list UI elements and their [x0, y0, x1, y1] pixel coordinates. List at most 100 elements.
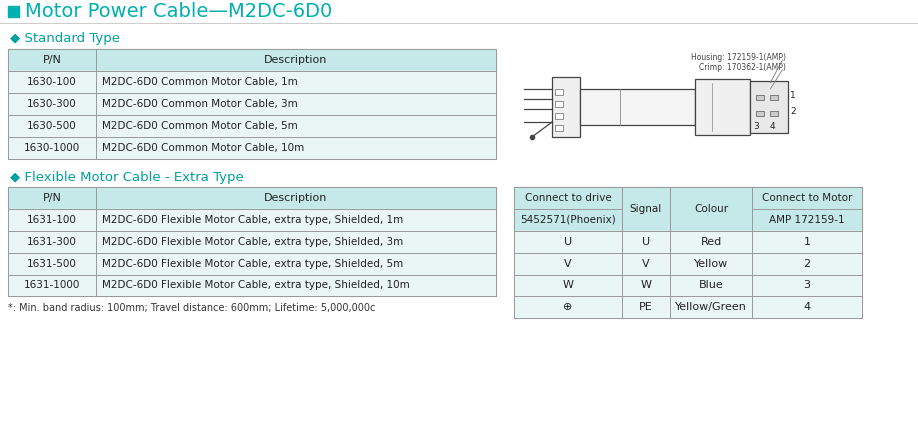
Text: U: U [564, 237, 572, 247]
Text: 2: 2 [803, 259, 811, 268]
Bar [96, 137, 496, 159]
Bar [514, 297, 622, 319]
Bar [752, 297, 862, 319]
Bar [756, 95, 764, 100]
Text: 1: 1 [803, 237, 811, 247]
Text: Crimp: 170362-1(AMP): Crimp: 170362-1(AMP) [700, 63, 786, 72]
Bar [750, 81, 788, 133]
Bar [580, 89, 695, 125]
Bar [8, 275, 96, 297]
Bar [552, 77, 580, 137]
Text: M2DC-6D0 Common Motor Cable, 1m: M2DC-6D0 Common Motor Cable, 1m [102, 77, 297, 87]
Bar [8, 137, 96, 159]
Text: M2DC-6D0 Common Motor Cable, 5m: M2DC-6D0 Common Motor Cable, 5m [102, 121, 297, 131]
Text: Red: Red [700, 237, 722, 247]
Text: AMP 172159-1: AMP 172159-1 [769, 215, 845, 225]
Text: Description: Description [264, 55, 328, 65]
Bar [96, 115, 496, 137]
Bar [770, 95, 778, 100]
Bar [752, 275, 862, 297]
Text: 3: 3 [803, 280, 811, 290]
Text: M2DC-6D0 Flexible Motor Cable, extra type, Shielded, 3m: M2DC-6D0 Flexible Motor Cable, extra typ… [102, 237, 403, 247]
Text: Housing: 172159-1(AMP): Housing: 172159-1(AMP) [691, 53, 786, 62]
Text: M2DC-6D0 Flexible Motor Cable, extra type, Shielded, 10m: M2DC-6D0 Flexible Motor Cable, extra typ… [102, 280, 409, 290]
Text: 4: 4 [803, 302, 811, 312]
Bar [96, 209, 496, 231]
Bar [8, 187, 496, 297]
Text: Blue: Blue [699, 280, 723, 290]
Bar [514, 187, 622, 231]
Text: ⊕: ⊕ [564, 302, 573, 312]
Bar [96, 231, 496, 253]
Text: V: V [565, 259, 572, 268]
Text: 1630-500: 1630-500 [28, 121, 77, 131]
Text: 1631-100: 1631-100 [27, 215, 77, 225]
Bar [96, 71, 496, 93]
Text: P/N: P/N [42, 193, 62, 203]
Text: 1631-500: 1631-500 [27, 259, 77, 268]
Bar [8, 187, 96, 209]
Text: 1: 1 [790, 91, 796, 99]
Bar [752, 231, 862, 253]
Text: 1631-300: 1631-300 [27, 237, 77, 247]
Text: U: U [642, 237, 650, 247]
Bar [8, 49, 496, 159]
Text: Connect to Motor: Connect to Motor [762, 193, 852, 203]
Text: Yellow/Green: Yellow/Green [675, 302, 747, 312]
Bar [770, 111, 778, 116]
Bar [8, 115, 96, 137]
Bar [670, 231, 752, 253]
Bar [8, 209, 96, 231]
Bar [8, 49, 96, 71]
Bar [8, 7, 19, 17]
Text: Motor Power Cable—M2DC-6D0: Motor Power Cable—M2DC-6D0 [25, 2, 332, 22]
Bar [756, 111, 764, 116]
Bar [96, 275, 496, 297]
Bar [96, 187, 496, 209]
Text: 3: 3 [753, 121, 759, 131]
Text: Description: Description [264, 193, 328, 203]
Text: Yellow: Yellow [694, 259, 728, 268]
Bar [555, 113, 563, 119]
Bar [8, 93, 96, 115]
Bar [752, 187, 862, 231]
Bar [514, 253, 622, 275]
Bar [695, 79, 750, 135]
Bar [514, 187, 862, 319]
Bar [514, 275, 622, 297]
Text: Signal: Signal [630, 204, 662, 214]
Bar [622, 275, 670, 297]
Text: V: V [643, 259, 650, 268]
Bar [8, 253, 96, 275]
Bar [96, 49, 496, 71]
Text: 4: 4 [770, 121, 776, 131]
Bar [514, 231, 622, 253]
Bar [8, 71, 96, 93]
Text: Colour: Colour [694, 204, 728, 214]
Bar [622, 253, 670, 275]
Text: M2DC-6D0 Flexible Motor Cable, extra type, Shielded, 1m: M2DC-6D0 Flexible Motor Cable, extra typ… [102, 215, 403, 225]
Bar [96, 93, 496, 115]
Text: ◆ Flexible Motor Cable - Extra Type: ◆ Flexible Motor Cable - Extra Type [10, 171, 244, 184]
Bar [555, 89, 563, 95]
Bar [622, 231, 670, 253]
Text: M2DC-6D0 Common Motor Cable, 3m: M2DC-6D0 Common Motor Cable, 3m [102, 99, 297, 109]
Text: *: Min. band radius: 100mm; Travel distance: 600mm; Lifetime: 5,000,000c: *: Min. band radius: 100mm; Travel dista… [8, 304, 375, 313]
Text: 5452571(Phoenix): 5452571(Phoenix) [521, 215, 616, 225]
Bar [622, 187, 670, 231]
Bar [670, 253, 752, 275]
Text: Connect to drive: Connect to drive [524, 193, 611, 203]
Text: 1631-1000: 1631-1000 [24, 280, 80, 290]
Text: M2DC-6D0 Flexible Motor Cable, extra type, Shielded, 5m: M2DC-6D0 Flexible Motor Cable, extra typ… [102, 259, 403, 268]
Bar [670, 297, 752, 319]
Text: ◆ Standard Type: ◆ Standard Type [10, 32, 120, 45]
Bar [752, 253, 862, 275]
Bar [555, 101, 563, 107]
Bar [96, 253, 496, 275]
Bar [670, 275, 752, 297]
Text: 1630-300: 1630-300 [28, 99, 77, 109]
Bar [622, 297, 670, 319]
Bar [555, 125, 563, 131]
Text: 1630-100: 1630-100 [28, 77, 77, 87]
Text: P/N: P/N [42, 55, 62, 65]
